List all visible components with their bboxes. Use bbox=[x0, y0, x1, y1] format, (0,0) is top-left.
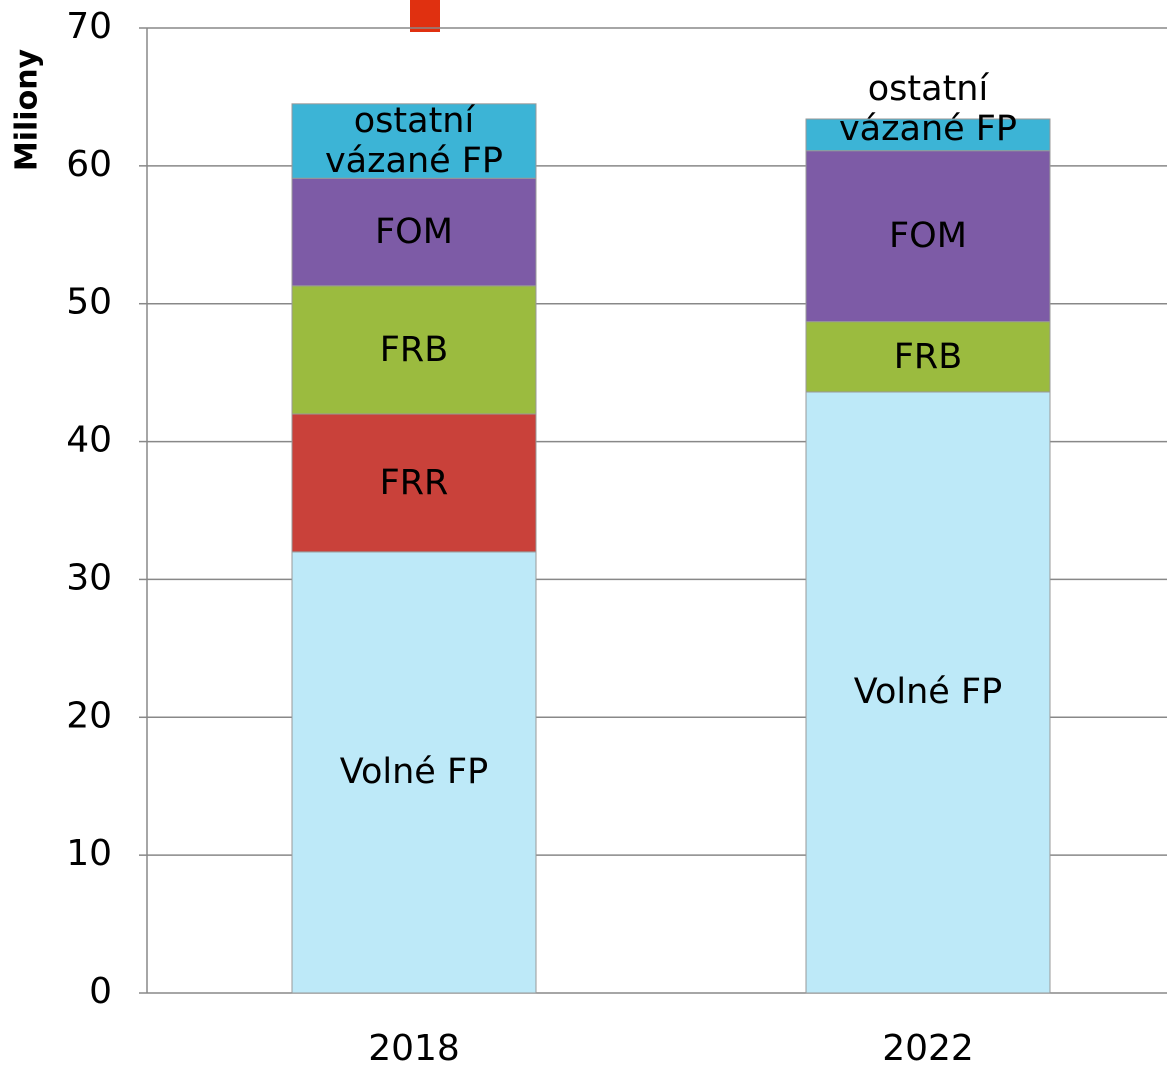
segment-label: ostatní vázané FP bbox=[838, 68, 1018, 149]
bar-segment bbox=[291, 413, 537, 553]
x-tick-label: 2022 bbox=[882, 1028, 974, 1069]
y-tick-label: 10 bbox=[66, 833, 112, 874]
y-tick-label: 60 bbox=[66, 144, 112, 185]
segment-label: FRR bbox=[379, 462, 449, 503]
bar-segment bbox=[805, 150, 1051, 323]
bar-segment bbox=[291, 551, 537, 994]
y-tick-label: 40 bbox=[66, 420, 112, 461]
segment-label: Volné FP bbox=[339, 752, 489, 793]
y-tick-label: 70 bbox=[66, 6, 112, 47]
segment-label: FOM bbox=[889, 216, 967, 257]
y-tick-label: 20 bbox=[66, 695, 112, 736]
segment-label: FRB bbox=[893, 336, 963, 377]
bar-segment bbox=[291, 285, 537, 415]
segment-label: ostatní vázané FP bbox=[324, 101, 504, 182]
y-tick-label: 30 bbox=[66, 557, 112, 598]
y-axis-label: Miliony bbox=[10, 48, 45, 171]
bar-segment bbox=[805, 118, 1051, 152]
bar-segment bbox=[291, 177, 537, 287]
segment-label: FRB bbox=[379, 329, 449, 370]
bar-segment bbox=[805, 391, 1051, 994]
x-tick-label: 2018 bbox=[368, 1028, 460, 1069]
title-fragment bbox=[410, 0, 440, 32]
y-tick-label: 50 bbox=[66, 282, 112, 323]
y-tick-label: 0 bbox=[89, 971, 112, 1012]
bar-segment bbox=[291, 103, 537, 179]
segment-label: FOM bbox=[375, 212, 453, 253]
segment-label: Volné FP bbox=[853, 672, 1003, 713]
